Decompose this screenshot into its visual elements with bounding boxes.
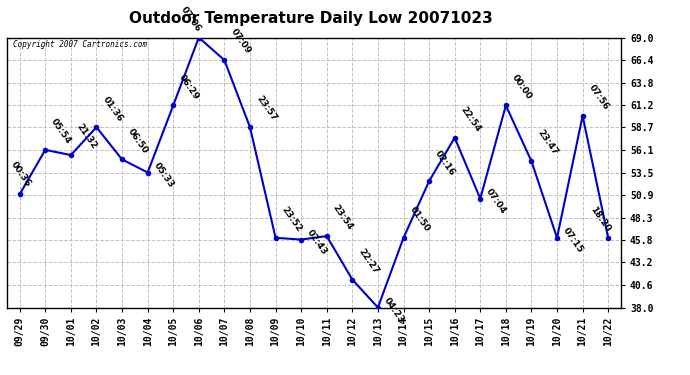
Text: 05:33: 05:33 — [152, 160, 175, 189]
Text: 05:54: 05:54 — [50, 117, 73, 146]
Text: 23:47: 23:47 — [535, 128, 560, 157]
Text: 07:06: 07:06 — [179, 5, 203, 33]
Text: 06:29: 06:29 — [177, 73, 201, 101]
Text: 01:36: 01:36 — [101, 94, 124, 123]
Text: 07:15: 07:15 — [561, 226, 585, 255]
Text: 23:54: 23:54 — [331, 203, 355, 232]
Text: Copyright 2007 Cartronics.com: Copyright 2007 Cartronics.com — [13, 40, 147, 49]
Text: 04:23: 04:23 — [382, 296, 406, 324]
Text: 00:00: 00:00 — [510, 73, 533, 101]
Text: 01:50: 01:50 — [408, 205, 431, 234]
Text: 07:09: 07:09 — [228, 27, 253, 56]
Text: 18:20: 18:20 — [589, 205, 613, 234]
Text: 02:16: 02:16 — [433, 148, 457, 177]
Text: 00:36: 00:36 — [8, 160, 32, 189]
Text: Outdoor Temperature Daily Low 20071023: Outdoor Temperature Daily Low 20071023 — [128, 11, 493, 26]
Text: 02:43: 02:43 — [305, 228, 329, 256]
Text: 23:52: 23:52 — [279, 205, 304, 234]
Text: 22:54: 22:54 — [459, 105, 483, 134]
Text: 23:57: 23:57 — [254, 94, 278, 123]
Text: 07:56: 07:56 — [586, 83, 611, 112]
Text: 06:50: 06:50 — [126, 127, 150, 155]
Text: 22:27: 22:27 — [357, 247, 380, 276]
Text: 07:04: 07:04 — [484, 187, 509, 215]
Text: 21:32: 21:32 — [75, 122, 99, 151]
